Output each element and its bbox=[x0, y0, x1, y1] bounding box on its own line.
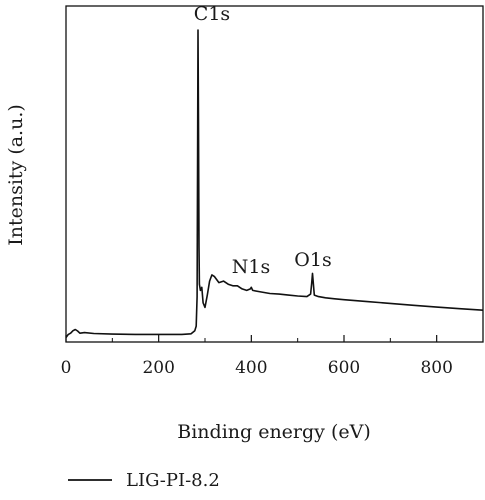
annotation-c1s: C1s bbox=[194, 3, 230, 25]
series-line-lig-pi-8-2 bbox=[65, 29, 484, 338]
x-axis-ticks: 0 200 400 600 800 bbox=[61, 335, 453, 378]
legend-label: LIG-PI-8.2 bbox=[126, 470, 220, 491]
annotation-n1s: N1s bbox=[232, 256, 270, 278]
x-tick-label: 0 bbox=[61, 358, 72, 378]
x-tick-label: 400 bbox=[235, 358, 267, 378]
x-axis-label: Binding energy (eV) bbox=[177, 421, 371, 443]
plot-frame bbox=[65, 5, 484, 343]
x-tick-label: 600 bbox=[328, 358, 360, 378]
x-tick-label: 200 bbox=[142, 358, 174, 378]
y-axis-label: Intensity (a.u.) bbox=[5, 104, 27, 246]
annotation-o1s: O1s bbox=[294, 249, 331, 271]
x-tick-label: 800 bbox=[420, 358, 452, 378]
